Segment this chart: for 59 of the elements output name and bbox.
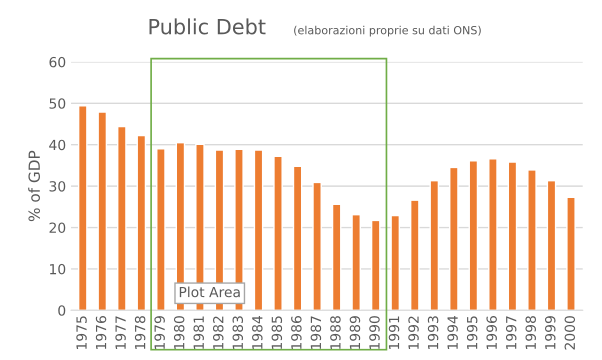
x-tick-label: 1981	[193, 316, 204, 350]
x-tick-label: 2000	[564, 316, 576, 350]
bar	[468, 160, 478, 310]
x-tick-label: 1976	[96, 316, 106, 350]
x-tick-label: 1989	[350, 316, 360, 350]
chart-subtitle: (elaborazioni proprie su dati ONS)	[294, 26, 481, 37]
x-tick-label: 1988	[330, 316, 341, 350]
x-tick-label: 1978	[134, 316, 146, 350]
x-tick-label: 1984	[252, 316, 263, 350]
bar	[370, 220, 381, 310]
annotation: Plot Area	[180, 286, 240, 298]
x-tick-label: 1982	[212, 316, 224, 350]
bar	[488, 158, 498, 310]
bar	[508, 161, 518, 310]
y-tick-label: 0	[58, 305, 66, 316]
x-tick-label: 1995	[466, 316, 478, 350]
bar	[292, 166, 302, 310]
x-tick-label: 1983	[232, 316, 244, 350]
chart-title: Public Debt	[150, 18, 266, 34]
bar	[78, 105, 88, 310]
x-tick-label: 1985	[272, 316, 282, 350]
x-tick-label: 1979	[154, 316, 165, 350]
y-tick-label: 30	[50, 181, 66, 192]
bar	[136, 134, 146, 310]
bar	[430, 180, 440, 310]
x-tick-label: 1999	[545, 316, 556, 350]
bar	[449, 166, 459, 310]
x-tick-label: 1993	[428, 316, 438, 350]
x-tick-label: 1977	[115, 316, 126, 350]
bar	[332, 204, 342, 310]
bar	[273, 156, 283, 310]
y-tick-label: 40	[49, 140, 66, 150]
bar	[566, 196, 576, 310]
y-tick-label: 10	[50, 264, 66, 274]
x-tick-label: 1991	[388, 316, 400, 350]
x-tick-label: 1992	[408, 316, 419, 350]
x-tick-label: 1996	[486, 316, 497, 350]
x-tick-label: 1990	[369, 316, 380, 350]
bar	[546, 180, 556, 310]
bar	[117, 126, 127, 310]
y-tick-label: 50	[50, 98, 66, 109]
bar	[156, 148, 166, 310]
x-tick-label: 1987	[310, 316, 322, 350]
bar	[390, 214, 400, 310]
y-axis-title: % of GDP	[28, 150, 40, 222]
x-tick-label: 1997	[506, 316, 516, 350]
bar	[527, 169, 537, 310]
x-tick-label: 1980	[174, 316, 184, 350]
bar	[97, 111, 108, 310]
x-tick-label: 1998	[525, 316, 536, 350]
bar	[351, 214, 361, 310]
y-tick-label: 20	[50, 222, 66, 233]
x-tick-label: 1986	[291, 316, 302, 350]
x-tick-label: 1994	[447, 316, 458, 350]
bar	[410, 200, 420, 310]
x-tick-label: 1975	[76, 316, 87, 350]
bar	[254, 149, 264, 310]
y-tick-label: 60	[49, 56, 66, 68]
bar	[312, 182, 322, 310]
